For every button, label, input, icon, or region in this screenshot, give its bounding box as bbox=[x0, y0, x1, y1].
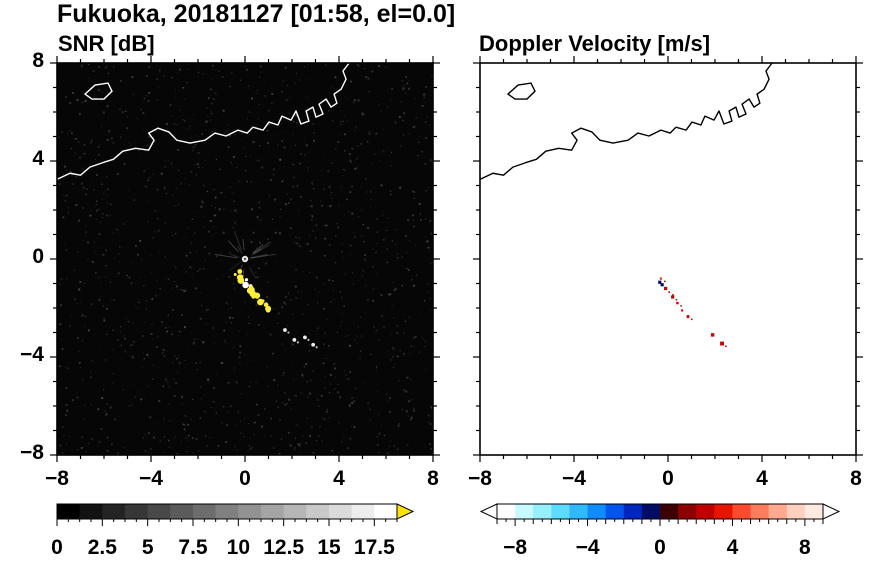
x-tick-label-velocity: 0 bbox=[662, 467, 674, 490]
snr-panel-title: SNR [dB] bbox=[58, 31, 155, 56]
snr-cbar-label: 7.5 bbox=[178, 536, 208, 559]
x-tick-label-velocity: 8 bbox=[850, 467, 862, 490]
velocity-colorbar bbox=[479, 503, 841, 526]
velocity-cbar-label: −8 bbox=[503, 536, 528, 559]
snr-cbar-label: 0 bbox=[51, 536, 63, 559]
y-tick-label: 8 bbox=[32, 49, 44, 72]
velocity-cbar-label: 8 bbox=[799, 536, 811, 559]
snr-cbar-label: 5 bbox=[141, 536, 154, 559]
snr-cbar-label: 10 bbox=[226, 536, 250, 559]
x-tick-label-velocity: −8 bbox=[468, 467, 492, 490]
snr-cbar-label: 2.5 bbox=[87, 536, 117, 559]
velocity-cbar-label: 4 bbox=[726, 536, 739, 559]
x-tick-label-snr: −4 bbox=[139, 467, 163, 490]
x-tick-label-snr: 0 bbox=[239, 467, 251, 490]
velocity-cbar-label: −4 bbox=[575, 536, 600, 559]
figure-title: Fukuoka, 20181127 [01:58, el=0.0] bbox=[57, 0, 456, 28]
snr-colorbar bbox=[56, 503, 415, 526]
y-tick-label: −8 bbox=[20, 441, 44, 464]
x-tick-label-velocity: 4 bbox=[756, 467, 768, 490]
velocity-plot bbox=[473, 56, 863, 462]
y-tick-label: 0 bbox=[32, 245, 44, 268]
x-tick-label-snr: 4 bbox=[333, 467, 345, 490]
x-tick-label-snr: −8 bbox=[45, 467, 69, 490]
x-tick-label-snr: 8 bbox=[427, 467, 439, 490]
snr-cbar-label: 17.5 bbox=[353, 536, 395, 559]
y-tick-label: −4 bbox=[20, 343, 44, 366]
snr-cbar-label: 15 bbox=[317, 536, 341, 559]
x-tick-label-velocity: −4 bbox=[562, 467, 586, 490]
velocity-panel-title: Doppler Velocity [m/s] bbox=[479, 31, 711, 56]
snr-plot bbox=[50, 56, 440, 462]
snr-cbar-label: 12.5 bbox=[263, 536, 305, 559]
y-tick-label: 4 bbox=[32, 147, 44, 170]
velocity-cbar-label: 0 bbox=[654, 536, 666, 559]
